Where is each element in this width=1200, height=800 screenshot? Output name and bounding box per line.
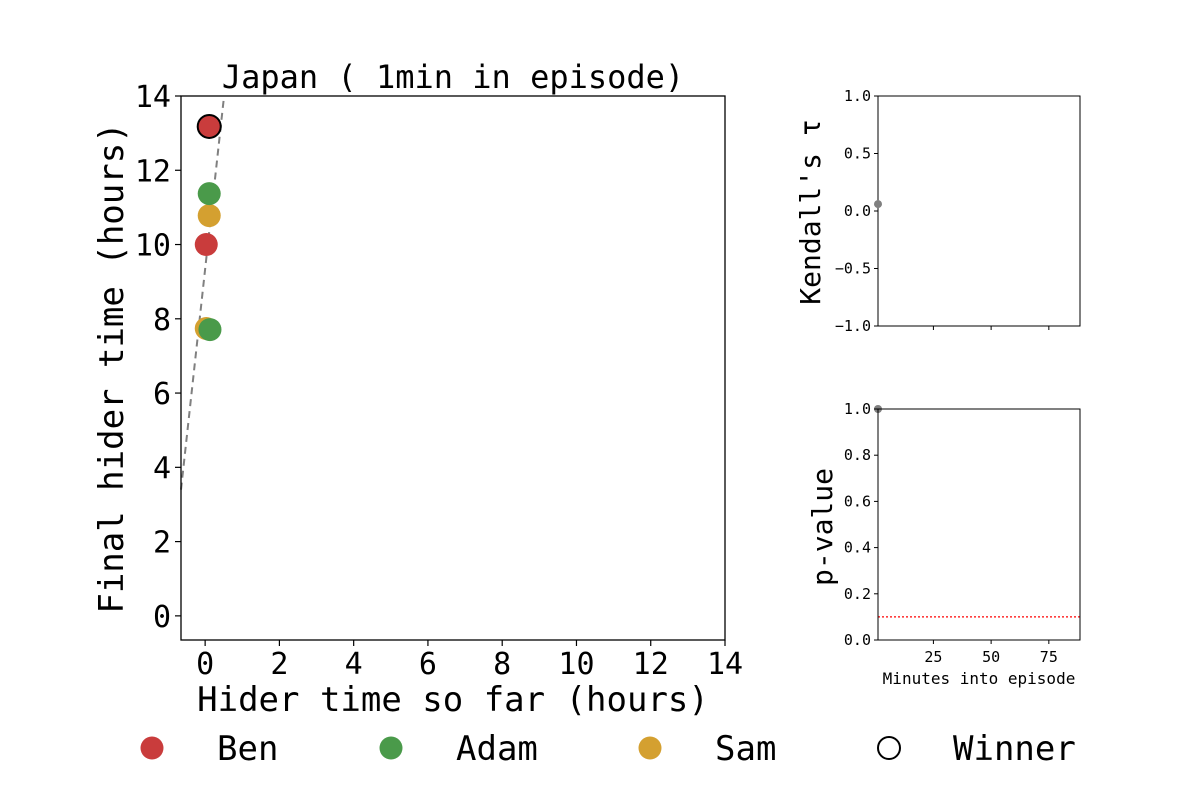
kendall-tau-plot: 1.0 0.5 0.0 −0.5 −1.0 Kendall's τ (794, 87, 1081, 335)
p-value-plot: 1.0 0.8 0.6 0.4 0.2 0.0 25 50 75 Minutes into e… (806, 400, 1081, 688)
winner-marker-icon (877, 736, 901, 760)
y-tick-label: 12 (135, 154, 171, 189)
y-tick-label: 10 (135, 229, 171, 264)
y-tick-label: 14 (135, 80, 171, 115)
legend: Ben Adam Sam Winner (140, 729, 1076, 769)
p-value-y-ticks: 1.0 0.8 0.6 0.4 0.2 0.0 (844, 400, 878, 649)
y-tick-label: 0.5 (844, 145, 871, 163)
y-tick-label: 0.8 (844, 446, 871, 464)
kendall-y-axis-label: Kendall's τ (794, 119, 827, 304)
kendall-x-ticks (932, 326, 1050, 330)
x-tick-label: 25 (924, 648, 942, 666)
legend-label-sam: Sam (715, 729, 776, 769)
y-tick-label: 2 (153, 526, 171, 561)
x-tick-label: 4 (345, 647, 363, 682)
data-point (197, 204, 221, 228)
y-tick-label: 0.6 (844, 492, 871, 510)
adam-marker-icon (379, 736, 403, 760)
y-tick-label: −0.5 (835, 260, 871, 278)
x-tick-label: 50 (982, 648, 1000, 666)
x-tick-label: 6 (419, 647, 437, 682)
legend-item-ben: Ben (140, 729, 278, 769)
legend-label-winner: Winner (953, 729, 1076, 769)
kendall-data-point (874, 200, 882, 209)
y-tick-label: 0 (153, 600, 171, 635)
ben-marker-icon (140, 736, 164, 760)
x-tick-label: 8 (493, 647, 511, 682)
y-tick-label: 1.0 (844, 87, 871, 105)
main-chart-title: Japan ( 1min in episode) (222, 58, 684, 96)
data-point (198, 318, 222, 342)
y-tick-label: −1.0 (835, 317, 871, 335)
y-tick-label: 0.0 (844, 631, 871, 649)
y-tick-label: 1.0 (844, 400, 871, 418)
y-tick-label: 0.2 (844, 585, 871, 603)
x-tick-label: 14 (707, 647, 743, 682)
fit-line (180, 95, 226, 490)
x-tick-label: 0 (196, 647, 214, 682)
y-tick-label: 6 (153, 377, 171, 412)
x-tick-label: 10 (558, 647, 594, 682)
x-tick-label: 12 (633, 647, 669, 682)
x-tick-label: 2 (270, 647, 288, 682)
y-tick-label: 0.4 (844, 539, 871, 557)
legend-item-adam: Adam (379, 729, 538, 769)
main-axes-frame (180, 95, 726, 641)
p-value-x-axis-label: Minutes into episode (883, 669, 1076, 688)
legend-item-winner: Winner (877, 729, 1076, 769)
main-x-axis-label: Hider time so far (hours) (197, 680, 709, 720)
x-axis-ticks: 0 2 4 6 8 10 12 14 (196, 640, 743, 682)
data-points (194, 113, 222, 342)
y-axis-ticks: 0 2 4 6 8 10 12 14 (135, 80, 181, 635)
sam-marker-icon (638, 736, 662, 760)
data-point (197, 182, 221, 206)
winner-data-point (196, 113, 222, 139)
legend-label-ben: Ben (217, 729, 278, 769)
kendall-axes-frame (877, 95, 1081, 327)
legend-label-adam: Adam (456, 729, 538, 769)
p-value-x-ticks: 25 50 75 (924, 640, 1058, 666)
main-scatter-plot: Japan ( 1min in episode) 0 2 4 6 8 10 12 14 0 2 4… (92, 58, 743, 720)
y-tick-label: 4 (153, 451, 171, 486)
main-y-axis-label: Final hider time (hours) (92, 122, 132, 613)
legend-item-sam: Sam (638, 729, 776, 769)
p-value-y-axis-label: p-value (806, 468, 839, 586)
x-tick-label: 75 (1040, 648, 1058, 666)
p-value-axes-frame (877, 408, 1081, 641)
kendall-y-ticks: 1.0 0.5 0.0 −0.5 −1.0 (835, 87, 878, 335)
data-point (194, 233, 218, 257)
y-tick-label: 0.0 (844, 202, 871, 220)
y-tick-label: 8 (153, 303, 171, 338)
